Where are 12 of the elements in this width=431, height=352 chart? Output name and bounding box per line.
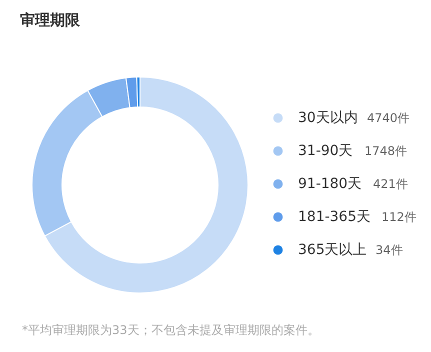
- chart-title: 审理期限: [20, 11, 81, 29]
- data-label: 421件: [373, 177, 408, 191]
- legend-label: 181-365天: [298, 209, 370, 225]
- text: *平均审理期限为33天；不包含未提及审理期限的案件。: [22, 323, 320, 337]
- legend-label: 31-90天: [298, 143, 353, 159]
- data-label: 112件: [382, 210, 416, 224]
- legend-label: 30天以内: [298, 110, 358, 126]
- data-label: 1748件: [364, 144, 408, 158]
- data-label: 34件: [376, 243, 403, 257]
- legend-label: 365天以上: [298, 242, 367, 258]
- data-label: 4740件: [367, 111, 410, 125]
- legend-label: 91-180天: [298, 176, 362, 192]
